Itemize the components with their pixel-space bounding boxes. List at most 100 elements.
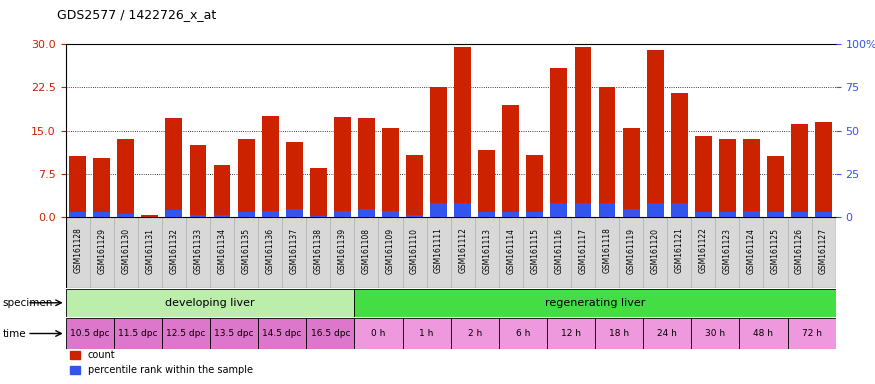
Bar <box>502 212 519 217</box>
Text: GSM161123: GSM161123 <box>723 228 732 274</box>
Bar <box>262 211 278 217</box>
Bar <box>238 139 255 217</box>
Bar <box>334 118 351 217</box>
Legend: count, percentile rank within the sample: count, percentile rank within the sample <box>66 346 256 379</box>
Bar <box>788 318 836 349</box>
Text: GSM161134: GSM161134 <box>218 228 227 274</box>
Bar <box>575 47 592 217</box>
Text: GSM161126: GSM161126 <box>795 228 804 274</box>
Text: 0 h: 0 h <box>371 329 386 338</box>
Bar <box>691 318 739 349</box>
Bar <box>165 210 182 217</box>
Bar <box>282 217 306 288</box>
Bar <box>620 217 643 288</box>
Bar <box>142 215 158 217</box>
Bar <box>210 318 258 349</box>
Text: 30 h: 30 h <box>705 329 725 338</box>
Bar <box>258 217 282 288</box>
Bar <box>791 212 808 217</box>
Bar <box>647 203 663 217</box>
Bar <box>571 217 595 288</box>
Bar <box>527 155 543 217</box>
Bar <box>788 217 812 288</box>
Bar <box>234 217 258 288</box>
Bar <box>523 217 547 288</box>
Bar <box>598 203 615 217</box>
Bar <box>210 217 235 288</box>
Bar <box>354 289 836 317</box>
Bar <box>812 217 836 288</box>
Text: GSM161119: GSM161119 <box>626 228 635 274</box>
Bar <box>527 212 543 217</box>
Text: GSM161114: GSM161114 <box>507 228 515 274</box>
Text: 13.5 dpc: 13.5 dpc <box>214 329 254 338</box>
Bar <box>162 217 186 288</box>
Bar <box>454 203 471 217</box>
Bar <box>310 168 326 217</box>
Bar <box>310 216 326 217</box>
Bar <box>354 318 402 349</box>
Bar <box>595 217 619 288</box>
Bar <box>719 212 736 217</box>
Text: 11.5 dpc: 11.5 dpc <box>118 329 158 338</box>
Bar <box>623 127 640 217</box>
Bar <box>66 318 114 349</box>
Text: GSM161135: GSM161135 <box>242 228 250 274</box>
Bar <box>69 212 86 217</box>
Bar <box>354 217 379 288</box>
Bar <box>402 318 451 349</box>
Bar <box>66 217 90 288</box>
Bar <box>214 165 230 217</box>
Text: GSM161129: GSM161129 <box>97 228 106 274</box>
Bar <box>623 210 640 217</box>
Text: 72 h: 72 h <box>802 329 822 338</box>
Bar <box>258 318 306 349</box>
Bar <box>382 127 399 217</box>
Text: GSM161116: GSM161116 <box>555 228 564 274</box>
Bar <box>427 217 451 288</box>
Bar <box>547 217 571 288</box>
Text: 1 h: 1 h <box>419 329 434 338</box>
Bar <box>138 217 162 288</box>
Text: GSM161111: GSM161111 <box>434 228 443 273</box>
Bar <box>306 217 331 288</box>
Text: 18 h: 18 h <box>609 329 629 338</box>
Bar <box>190 215 206 217</box>
Bar <box>162 318 210 349</box>
Bar <box>547 318 595 349</box>
Bar <box>286 142 303 217</box>
Text: GSM161128: GSM161128 <box>74 228 82 273</box>
Bar <box>430 88 447 217</box>
Bar <box>406 155 423 217</box>
Bar <box>575 203 592 217</box>
Bar <box>763 217 788 288</box>
Text: time: time <box>3 328 26 339</box>
Text: developing liver: developing liver <box>165 298 255 308</box>
Text: GSM161139: GSM161139 <box>338 228 346 274</box>
Bar <box>671 93 688 217</box>
Bar <box>66 289 354 317</box>
Bar <box>306 318 354 349</box>
Text: GSM161136: GSM161136 <box>266 228 275 274</box>
Text: 24 h: 24 h <box>657 329 677 338</box>
Bar <box>69 157 86 217</box>
Bar <box>816 212 832 217</box>
Text: GSM161130: GSM161130 <box>122 228 130 274</box>
Bar <box>499 217 523 288</box>
Text: GSM161127: GSM161127 <box>819 228 828 274</box>
Bar <box>358 210 374 217</box>
Bar <box>190 145 206 217</box>
Text: 16.5 dpc: 16.5 dpc <box>311 329 350 338</box>
Bar <box>643 217 668 288</box>
Bar <box>114 217 138 288</box>
Text: GSM161115: GSM161115 <box>530 228 539 274</box>
Text: GSM161122: GSM161122 <box>699 228 708 273</box>
Text: 48 h: 48 h <box>753 329 774 338</box>
Bar <box>451 318 499 349</box>
Bar <box>668 217 691 288</box>
Bar <box>502 104 519 217</box>
Bar <box>598 88 615 217</box>
Bar <box>716 217 739 288</box>
Text: GSM161131: GSM161131 <box>145 228 154 274</box>
Bar <box>238 212 255 217</box>
